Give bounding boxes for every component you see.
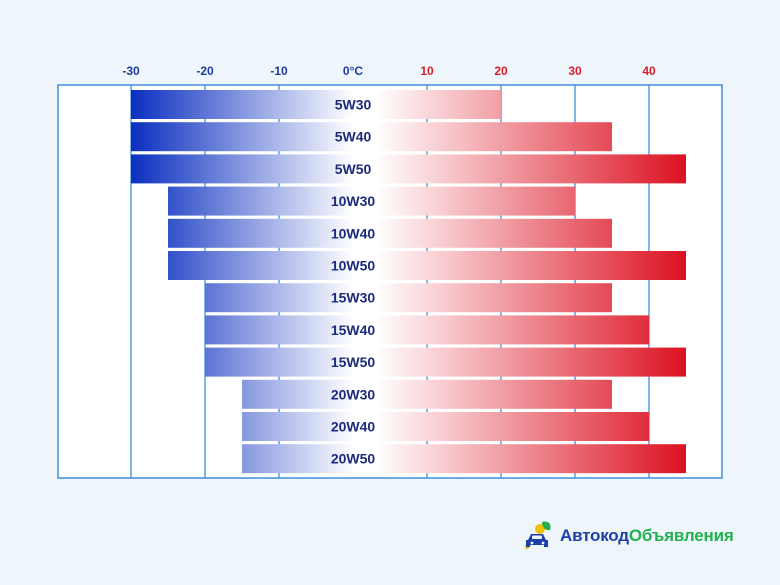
bar-label: 15W30 [331, 290, 376, 306]
bar-15w50 [205, 347, 686, 377]
x-tick-label: -10 [270, 64, 288, 78]
bar-10w50 [168, 251, 686, 280]
logo-text-part1: Автокод [560, 526, 629, 545]
x-tick-label: 40 [642, 64, 656, 78]
bar-label: 10W40 [331, 225, 376, 241]
logo-text: АвтокодОбъявления [560, 526, 734, 546]
bars [131, 90, 686, 474]
bar-label: 5W30 [335, 97, 372, 113]
plot-frame [57, 84, 723, 479]
bar-label: 5W40 [335, 129, 372, 145]
bar-5w50 [131, 154, 686, 184]
bar-5w40 [131, 122, 612, 152]
bar-label: 15W50 [331, 354, 376, 370]
bar-label: 10W50 [331, 258, 376, 274]
bar-label: 15W40 [331, 322, 376, 338]
bar-labels: 5W30 5W40 5W50 10W30 10W40 10W50 15W30 15W40 15W… [331, 97, 376, 467]
bar-label: 20W50 [331, 451, 376, 467]
x-axis-ticks: -30 -20 -10 0°C 10 20 30 40 [122, 64, 656, 78]
bar-10w40 [168, 218, 612, 248]
bar-label: 20W30 [331, 386, 376, 402]
bar-20w30 [242, 379, 612, 409]
x-tick-label: -30 [122, 64, 140, 78]
x-tick-label: 20 [494, 64, 508, 78]
x-tick-label: 30 [568, 64, 582, 78]
bar-20w40 [242, 412, 649, 441]
bar-20w50 [242, 444, 686, 474]
x-tick-label: 0°C [343, 64, 363, 78]
bar-15w30 [205, 283, 612, 313]
bar-5w30 [131, 90, 501, 119]
x-tick-label: -20 [196, 64, 214, 78]
bar-label: 10W30 [331, 193, 376, 209]
bar-label: 20W40 [331, 419, 376, 435]
bar-10w30 [168, 186, 575, 216]
bar-label: 5W50 [335, 161, 372, 177]
brand-logo: АвтокодОбъявления [518, 520, 734, 552]
car-icon [524, 521, 551, 550]
bar-15w40 [205, 315, 649, 345]
logo-text-part2: Объявления [628, 526, 734, 545]
x-tick-label: 10 [420, 64, 434, 78]
